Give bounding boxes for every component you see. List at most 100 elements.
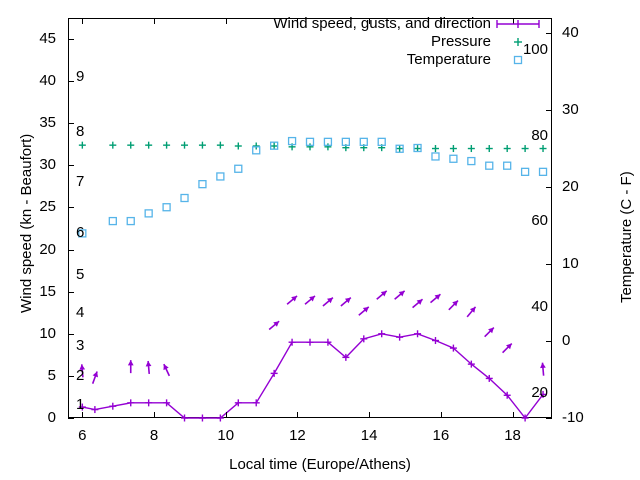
wind-arrow xyxy=(163,363,171,377)
data-point xyxy=(126,216,135,226)
y2-tick-label: 0 xyxy=(562,332,571,350)
data-point xyxy=(378,330,386,338)
x-tick-mark-top xyxy=(369,18,371,24)
data-point xyxy=(288,338,296,346)
y-tick-label: 5 xyxy=(47,366,56,384)
data-point xyxy=(198,414,206,422)
y2-tick-label: 40 xyxy=(562,24,579,42)
fahrenheit-label: 60 xyxy=(531,212,548,230)
data-point xyxy=(324,338,332,346)
wind-arrow xyxy=(286,295,298,305)
data-point xyxy=(341,137,351,146)
y-tick-label: 40 xyxy=(39,72,56,90)
data-point xyxy=(145,141,153,149)
data-point xyxy=(109,402,117,410)
data-point xyxy=(306,338,314,346)
y-tick-label: 45 xyxy=(39,30,56,48)
data-point xyxy=(78,141,86,149)
wind-arrow xyxy=(304,295,316,305)
data-point xyxy=(181,414,189,422)
beaufort-label: 4 xyxy=(76,303,85,321)
beaufort-label: 8 xyxy=(76,122,85,140)
fahrenheit-label: 100 xyxy=(522,41,548,59)
data-point xyxy=(449,344,457,352)
beaufort-label: 6 xyxy=(76,223,85,241)
data-point xyxy=(234,164,243,173)
x-tick-label: 16 xyxy=(432,427,450,444)
y-tick-mark xyxy=(68,81,74,83)
wind-arrow xyxy=(540,362,546,376)
data-point xyxy=(431,145,439,153)
y-tick-mark xyxy=(68,249,74,251)
beaufort-label: 2 xyxy=(76,366,85,384)
x-tick-label: 6 xyxy=(78,427,87,444)
data-point xyxy=(216,414,224,422)
series-wind-speed-gusts-and-direction xyxy=(78,330,547,422)
data-point xyxy=(539,145,547,153)
legend-label: Pressure xyxy=(430,33,491,50)
data-point xyxy=(539,390,547,398)
data-point xyxy=(503,161,512,170)
data-point xyxy=(538,167,548,176)
data-point xyxy=(108,216,117,226)
data-point xyxy=(396,145,404,153)
y-tick-mark xyxy=(68,418,74,419)
data-point xyxy=(395,144,404,153)
data-point xyxy=(234,399,242,407)
data-point xyxy=(503,391,511,399)
data-point xyxy=(270,142,278,150)
data-point xyxy=(485,374,493,382)
legend-label: Wind speed, gusts, and direction xyxy=(273,15,491,32)
data-point xyxy=(198,141,206,149)
data-point xyxy=(396,333,404,341)
beaufort-label: 1 xyxy=(76,396,85,414)
y2-tick-mark xyxy=(546,341,552,343)
data-point xyxy=(449,145,457,153)
y-tick-mark xyxy=(68,291,74,293)
x-tick-label: 18 xyxy=(504,427,521,444)
series-temperature xyxy=(78,136,548,238)
x-tick-label: 8 xyxy=(149,427,159,444)
y-tick-label: 10 xyxy=(39,324,56,342)
data-point xyxy=(127,141,135,149)
wind-direction-arrows xyxy=(79,290,546,384)
wind-arrow xyxy=(322,296,334,307)
wind-arrow xyxy=(484,326,495,338)
data-point xyxy=(485,161,494,170)
wind-arrow xyxy=(429,293,441,304)
data-point xyxy=(359,137,368,146)
y2-tick-mark xyxy=(546,187,552,189)
y2-tick-mark xyxy=(546,110,552,112)
x-tick-mark xyxy=(512,412,514,418)
y-tick-label: 25 xyxy=(39,198,56,216)
legend-label: Temperature xyxy=(406,51,491,68)
y-tick-label: 20 xyxy=(39,240,56,258)
data-point xyxy=(198,180,207,189)
wind-arrow xyxy=(412,298,424,309)
data-point xyxy=(252,399,260,407)
x-tick-mark xyxy=(82,412,84,418)
wind-arrow xyxy=(91,371,99,384)
x-tick-mark-top xyxy=(154,18,156,24)
x-tick-mark-top xyxy=(225,18,227,24)
data-point xyxy=(78,229,87,238)
y-tick-mark xyxy=(68,123,74,125)
data-point xyxy=(413,143,422,153)
data-point xyxy=(431,152,440,161)
x-tick-mark xyxy=(154,412,156,418)
data-point xyxy=(323,137,333,146)
y-tick-mark xyxy=(68,165,74,167)
fahrenheit-label: 80 xyxy=(531,126,548,144)
x-tick-mark xyxy=(297,412,299,418)
data-point xyxy=(109,141,117,149)
y-tick-mark xyxy=(68,375,74,377)
y-tick-label: 30 xyxy=(39,156,56,174)
wind-arrow xyxy=(466,306,477,318)
y-tick-mark xyxy=(68,39,74,41)
data-point xyxy=(521,414,529,422)
y-tick-mark xyxy=(68,333,74,335)
data-point xyxy=(144,209,153,218)
data-point xyxy=(127,399,135,407)
data-point xyxy=(485,145,493,153)
